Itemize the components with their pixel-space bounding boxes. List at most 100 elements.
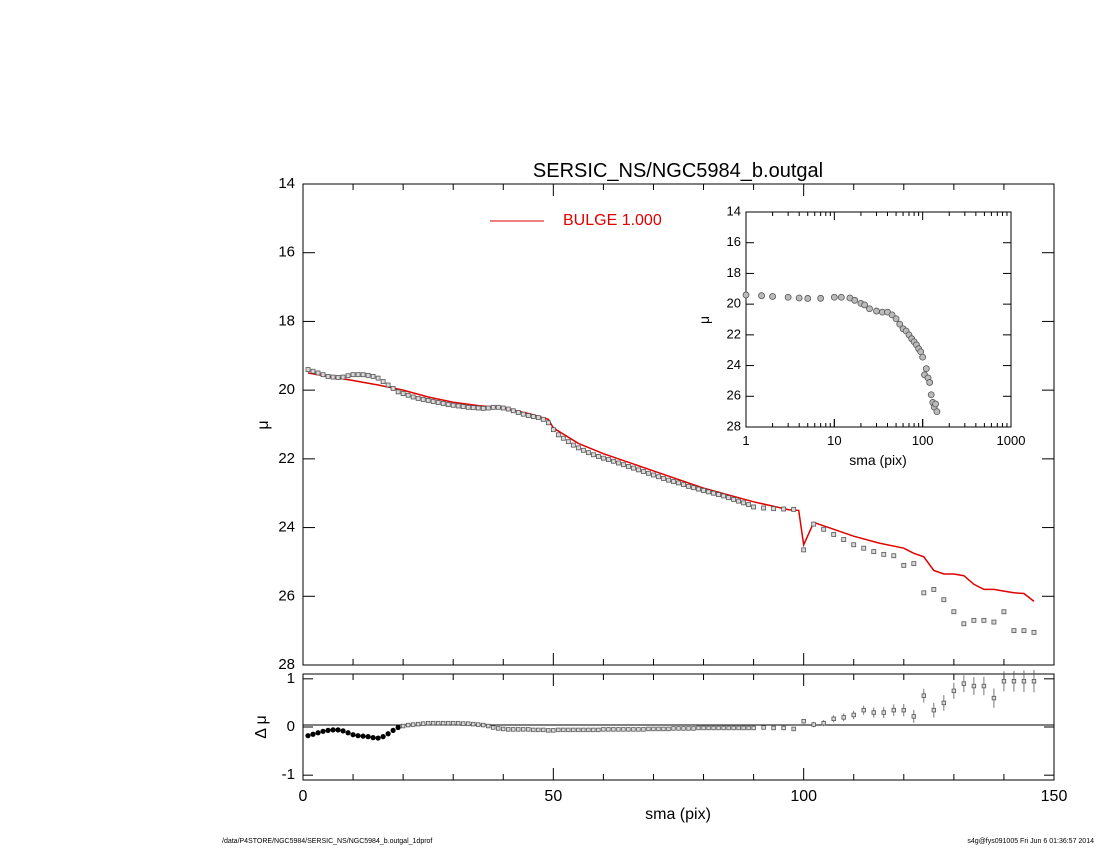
- residual-point: [481, 722, 486, 728]
- data-point: [535, 415, 541, 421]
- data-point: [911, 561, 917, 567]
- inset-xtick-label: 1000: [997, 433, 1026, 448]
- residual-point: [456, 720, 461, 726]
- residual-point: [330, 727, 336, 733]
- data-point: [781, 506, 787, 512]
- residual-point: [661, 726, 666, 732]
- inset-xtick-label: 100: [912, 433, 934, 448]
- inset-ytick-label: 20: [727, 296, 741, 311]
- residual-point: [656, 726, 661, 732]
- data-point: [636, 467, 641, 473]
- data-point: [485, 405, 491, 411]
- data-point: [380, 379, 386, 384]
- residual-ytick-label: 0: [287, 718, 295, 735]
- residual-point: [666, 726, 671, 732]
- data-point: [395, 389, 401, 395]
- data-point: [365, 372, 371, 378]
- data-point: [741, 500, 746, 506]
- legend: BULGE 1.000: [490, 212, 662, 229]
- residual-point: [861, 707, 866, 713]
- residual-point: [345, 730, 351, 736]
- inset-xtick-label: 10: [827, 433, 841, 448]
- residual-point: [646, 726, 651, 732]
- footer-path: /data/P4STORE/NGC5984/SERSIC_NS/NGC5984_…: [222, 838, 433, 845]
- data-point: [686, 483, 691, 489]
- data-point: [746, 502, 751, 507]
- data-point: [330, 374, 336, 380]
- main-y-axis-label: μ: [255, 420, 272, 429]
- residual-point: [726, 725, 731, 731]
- residual-point: [911, 714, 917, 719]
- residual-point: [335, 727, 341, 733]
- inset-ytick-label: 26: [727, 388, 741, 403]
- residual-point: [881, 710, 886, 715]
- data-point: [470, 405, 476, 411]
- data-point: [480, 405, 486, 411]
- residual-point: [711, 725, 716, 731]
- residual-point: [521, 727, 526, 732]
- data-point: [460, 404, 466, 410]
- residual-point: [691, 726, 696, 731]
- data-point: [310, 368, 316, 374]
- data-point: [550, 427, 556, 433]
- residual-point: [536, 727, 541, 733]
- residual-point: [506, 727, 511, 732]
- residual-point: [1031, 679, 1037, 684]
- data-point: [440, 401, 446, 406]
- residual-point: [721, 725, 726, 731]
- residual-point: [981, 683, 987, 689]
- residual-point: [310, 731, 316, 737]
- residual-point: [440, 720, 446, 726]
- data-point: [580, 447, 586, 453]
- residual-point: [746, 725, 751, 731]
- residual-point: [551, 728, 556, 733]
- residual-point: [476, 722, 481, 727]
- residual-point: [576, 727, 581, 733]
- data-point: [606, 457, 611, 462]
- residual-point: [390, 727, 396, 733]
- residual-point: [606, 727, 611, 732]
- residual-point: [751, 725, 756, 731]
- data-point: [1031, 629, 1037, 635]
- main-ytick-label: 20: [278, 381, 295, 398]
- inset-data-point: [932, 400, 939, 408]
- data-point: [651, 472, 656, 478]
- inset-x-axis-label: sma (pix): [849, 452, 907, 468]
- residual-point: [486, 723, 491, 729]
- residual-xtick-label: 0: [299, 788, 308, 805]
- residual-point: [731, 725, 736, 731]
- data-point: [575, 445, 581, 451]
- data-point: [350, 372, 356, 378]
- residual-point: [566, 727, 571, 733]
- residual-point: [601, 727, 606, 732]
- data-point: [475, 405, 481, 411]
- residual-point: [841, 715, 846, 720]
- residual-point: [686, 726, 691, 731]
- residual-point: [831, 716, 836, 722]
- inset-data-point: [817, 294, 825, 302]
- residual-point: [430, 720, 436, 726]
- residual-point: [461, 721, 466, 726]
- data-point: [696, 486, 701, 492]
- data-point: [520, 411, 526, 417]
- data-point: [495, 404, 501, 410]
- data-point: [315, 370, 321, 376]
- data-point: [1011, 628, 1017, 634]
- x-axis-label: sma (pix): [645, 806, 711, 823]
- inset-data-point: [927, 391, 935, 399]
- residual-point: [360, 733, 366, 739]
- data-point: [335, 375, 341, 380]
- model-series: [307, 372, 1035, 602]
- residual-point: [526, 727, 531, 732]
- data-point: [811, 521, 817, 527]
- data-point: [656, 474, 661, 480]
- residual-point: [320, 728, 326, 734]
- data-point: [751, 504, 756, 510]
- residual-point: [681, 726, 686, 731]
- data-point: [450, 402, 456, 408]
- data-point: [430, 399, 436, 404]
- main-ytick-label: 28: [278, 656, 295, 673]
- inset-data-point: [919, 353, 927, 361]
